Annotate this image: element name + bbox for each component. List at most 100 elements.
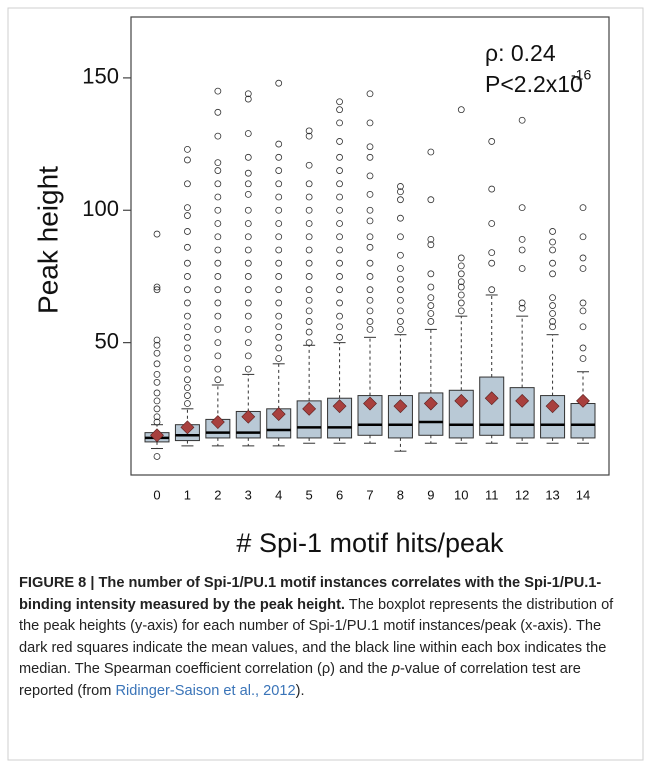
caption-text: ). [295,682,305,699]
outlier [305,206,313,214]
frame [7,7,644,761]
outlier [214,108,222,116]
outlier [214,339,222,347]
outlier [518,304,526,312]
outlier [427,318,435,325]
outlier [397,196,404,204]
outlier [336,259,343,267]
outlier [153,230,161,238]
outlier [427,196,435,204]
outlier [457,307,465,315]
outlier [305,246,313,254]
outlier [214,87,222,95]
outlier [397,325,404,333]
outlier [427,148,435,156]
outlier [214,273,222,280]
outlier [579,299,587,307]
outlier [153,453,161,460]
outlier [275,312,283,320]
outlier [397,251,404,259]
outlier [549,318,556,325]
x-tick-label: 3 [245,487,252,502]
outlier [184,355,191,362]
outlier [457,254,465,262]
outlier [336,333,343,341]
outlier [427,310,435,317]
outlier [397,318,404,325]
outlier [336,153,343,161]
x-tick-label: 10 [454,487,468,502]
outlier [366,119,374,127]
outlier [244,206,252,214]
outlier [275,344,283,352]
outlier [244,339,252,347]
outlier [366,286,374,294]
outlier [153,336,161,344]
outlier [153,378,161,386]
outlier [214,325,222,333]
citation-link[interactable]: Ridinger-Saison et al., 2012 [115,682,296,699]
outlier [336,138,343,145]
outlier [184,344,191,352]
outlier [488,185,496,193]
outlier [305,193,313,201]
outlier [275,273,283,280]
outlier [427,302,435,309]
mean-marker [210,415,225,429]
outlier [397,307,404,315]
outlier [275,323,283,331]
x-tick-label: 9 [427,487,434,502]
outlier [184,145,191,153]
outlier [214,259,222,267]
outlier [244,246,252,254]
mean-marker [515,393,530,408]
outlier [336,246,343,254]
outlier [336,167,343,174]
outlier [579,233,587,241]
outlier [397,296,404,304]
mean-marker [545,399,560,414]
outlier [305,273,313,280]
outlier [275,180,283,188]
outlier [336,106,343,114]
annotation: P<2.2x10 [485,71,583,97]
outlier [366,143,374,151]
outlier [549,302,556,309]
outlier [244,190,252,198]
outlier [518,116,526,124]
outlier [366,233,374,241]
outlier [244,130,252,137]
outlier [305,307,313,315]
outlier [184,286,191,294]
outlier [153,397,161,405]
outlier [427,241,435,249]
x-tick-label: 13 [545,487,559,502]
outlier [305,328,313,336]
outlier [244,180,252,188]
outlier [214,376,222,384]
outlier [214,180,222,188]
outlier [336,312,343,320]
outlier [336,299,343,307]
y-axis-label: Peak height [32,166,63,314]
outlier [305,220,313,227]
outlier [214,246,222,254]
outlier [549,323,556,331]
outlier [305,318,313,325]
outlier [366,318,374,325]
outlier [214,220,222,227]
outlier [184,384,191,392]
mean-marker [302,401,317,416]
outlier [579,265,587,272]
outlier [244,273,252,280]
outlier [244,286,252,294]
outlier [366,206,374,214]
outlier [549,294,556,302]
outlier [488,249,496,257]
outlier [427,270,435,278]
outlier [275,167,283,174]
outlier [305,132,313,140]
outlier [305,259,313,267]
outlier [214,299,222,307]
